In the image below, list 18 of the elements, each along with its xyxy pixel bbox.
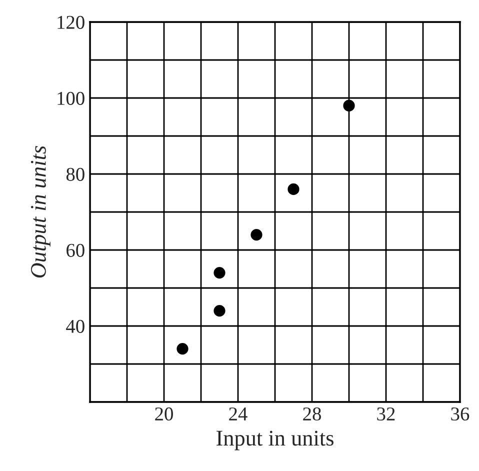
y-tick-label: 100 bbox=[58, 92, 84, 105]
y-tick-label: 120 bbox=[58, 16, 84, 29]
x-tick-label: 20 bbox=[155, 407, 173, 421]
y-tick-label: 80 bbox=[66, 168, 84, 181]
point bbox=[214, 304, 226, 317]
point bbox=[288, 183, 300, 196]
x-axis-title: Input in units bbox=[216, 430, 334, 450]
x-tick-label: 24 bbox=[229, 407, 248, 420]
x-tick-label: 28 bbox=[303, 407, 321, 421]
y-tick-label: 60 bbox=[66, 244, 84, 257]
point bbox=[176, 342, 188, 355]
y-tick-label: 40 bbox=[66, 320, 84, 333]
y-axis-title: Output in units bbox=[30, 146, 50, 278]
point bbox=[214, 266, 226, 279]
x-tick-label: 32 bbox=[377, 407, 395, 421]
x-tick-label: 36 bbox=[451, 407, 470, 421]
point bbox=[343, 100, 355, 112]
point bbox=[250, 228, 262, 241]
